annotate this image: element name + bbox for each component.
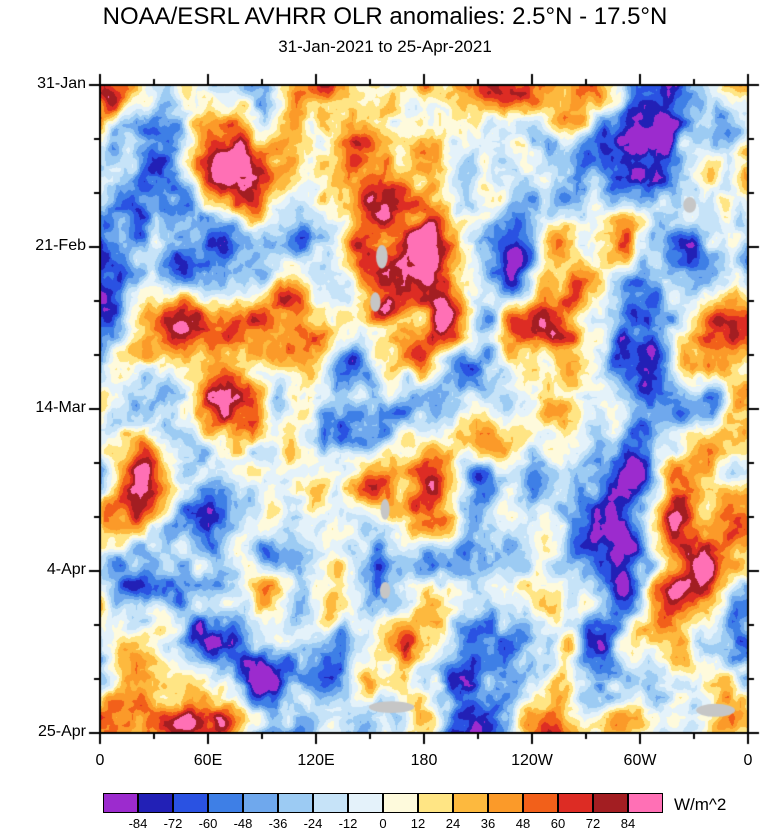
colorbar-cell: [593, 793, 628, 813]
colorbar-cell: [418, 793, 453, 813]
colorbar-cell: [628, 793, 663, 813]
colorbar-cell: [453, 793, 488, 813]
colorbar-cell: [278, 793, 313, 813]
colorbar-cell: [138, 793, 173, 813]
colorbar-cell: [173, 793, 208, 813]
colorbar-cell: [243, 793, 278, 813]
colorbar-cell: [488, 793, 523, 813]
chart-subtitle: 31-Jan-2021 to 25-Apr-2021: [278, 37, 492, 56]
colorbar-cell: [523, 793, 558, 813]
colorbar-unit-label: W/m^2: [674, 795, 727, 814]
colorbar-cell: [208, 793, 243, 813]
colorbar-cell: [313, 793, 348, 813]
chart-title: NOAA/ESRL AVHRR OLR anomalies: 2.5°N - 1…: [102, 3, 668, 30]
colorbar-cell: [103, 793, 138, 813]
colorbar: [103, 793, 663, 813]
colorbar-cell: [383, 793, 418, 813]
colorbar-cell: [558, 793, 593, 813]
colorbar-cell: [348, 793, 383, 813]
